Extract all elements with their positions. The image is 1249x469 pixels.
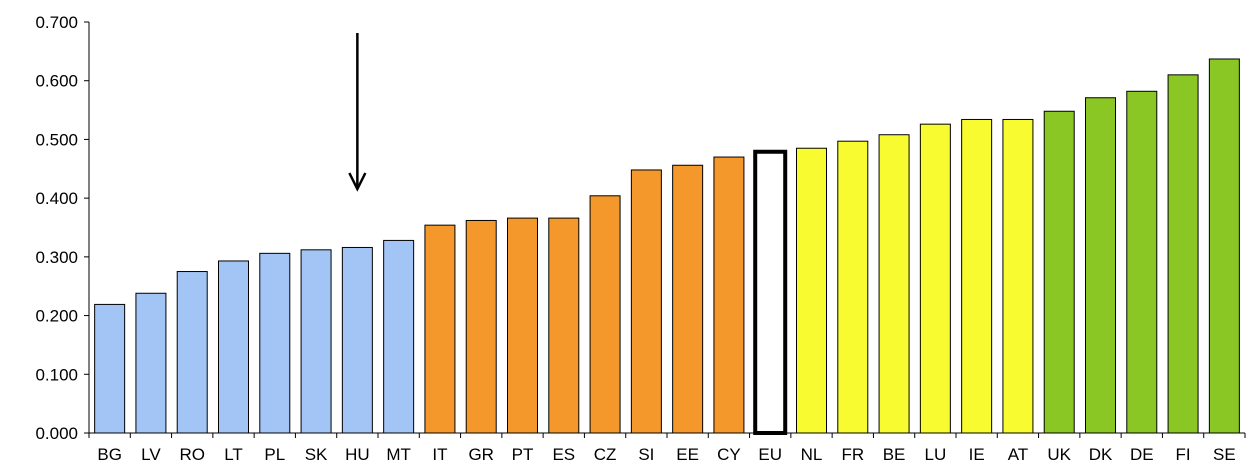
x-tick-label: BE: [883, 445, 906, 464]
bar-it: [424, 224, 456, 434]
bar-pl: [259, 252, 291, 434]
bar-sk: [300, 249, 332, 434]
x-tick-label: HU: [345, 445, 370, 464]
y-tick-label: 0.300: [35, 248, 78, 267]
x-tick-label: PT: [512, 445, 534, 464]
bar-ro: [176, 271, 208, 434]
bar-de: [1126, 90, 1158, 434]
x-tick-label: BG: [97, 445, 122, 464]
bar-cz: [589, 195, 621, 434]
x-tick-label: SI: [638, 445, 654, 464]
x-tick-label: MT: [386, 445, 411, 464]
bar-bg: [94, 303, 126, 434]
bar-ie: [961, 118, 993, 434]
x-tick-label: LT: [224, 445, 243, 464]
x-tick-label: RO: [179, 445, 205, 464]
bar-fr: [837, 140, 869, 434]
x-tick-label: CZ: [594, 445, 617, 464]
bar-lv: [135, 292, 167, 434]
x-tick-label: SK: [305, 445, 328, 464]
x-tick-label: CY: [717, 445, 741, 464]
x-tick-label: IE: [969, 445, 985, 464]
x-tick-label: FI: [1176, 445, 1191, 464]
bar-nl: [796, 147, 827, 434]
x-tick-label: IT: [432, 445, 447, 464]
x-tick-label: EE: [676, 445, 699, 464]
x-tick-label: LV: [141, 445, 161, 464]
x-tick-label: FR: [841, 445, 864, 464]
bar-es: [548, 217, 580, 434]
bar-lu: [919, 123, 951, 434]
bar-si: [630, 169, 662, 434]
x-tick-label: DE: [1130, 445, 1154, 464]
y-tick-label: 0.100: [35, 365, 78, 384]
bar-se: [1208, 58, 1240, 434]
down-arrow-icon: [348, 33, 367, 192]
bar-eu: [753, 149, 788, 435]
bar-hu: [341, 246, 373, 434]
x-tick-label: UK: [1047, 445, 1071, 464]
bars: [94, 58, 1240, 435]
bar-lt: [218, 260, 249, 434]
y-axis: 0.000 0.100 0.200 0.300 0.400 0.500 0.600 0.700: [35, 13, 90, 443]
x-tick-label: GR: [468, 445, 494, 464]
y-tick-label: 0.600: [35, 72, 78, 91]
bar-cy: [713, 156, 745, 434]
x-tick-label: LU: [924, 445, 946, 464]
bar-pt: [507, 217, 538, 434]
bar-fi: [1167, 74, 1199, 434]
y-tick-label: 0.500: [35, 130, 78, 149]
y-tick-label: 0.000: [35, 424, 78, 443]
bar-dk: [1085, 97, 1116, 434]
x-tick-label: ES: [552, 445, 575, 464]
y-tick-label: 0.200: [35, 307, 78, 326]
x-tick-label: NL: [801, 445, 823, 464]
x-tick-label: SE: [1213, 445, 1236, 464]
bar-ee: [672, 164, 704, 434]
bar-gr: [465, 219, 497, 434]
x-tick-label: DK: [1089, 445, 1113, 464]
y-tick-label: 0.400: [35, 189, 78, 208]
bar-mt: [383, 239, 415, 434]
x-tick-label: PL: [264, 445, 285, 464]
x-tick-label: EU: [758, 445, 782, 464]
annotations: [348, 33, 367, 192]
x-tick-label: AT: [1008, 445, 1028, 464]
bar-uk: [1043, 110, 1075, 434]
bar-be: [878, 134, 910, 434]
bar-at: [1002, 118, 1034, 434]
x-axis: BG LV RO LT PL SK HU MT IT GR PT ES CZ SI EE CY EU NL FR BE…: [88, 432, 1246, 464]
y-tick-label: 0.700: [35, 13, 78, 32]
